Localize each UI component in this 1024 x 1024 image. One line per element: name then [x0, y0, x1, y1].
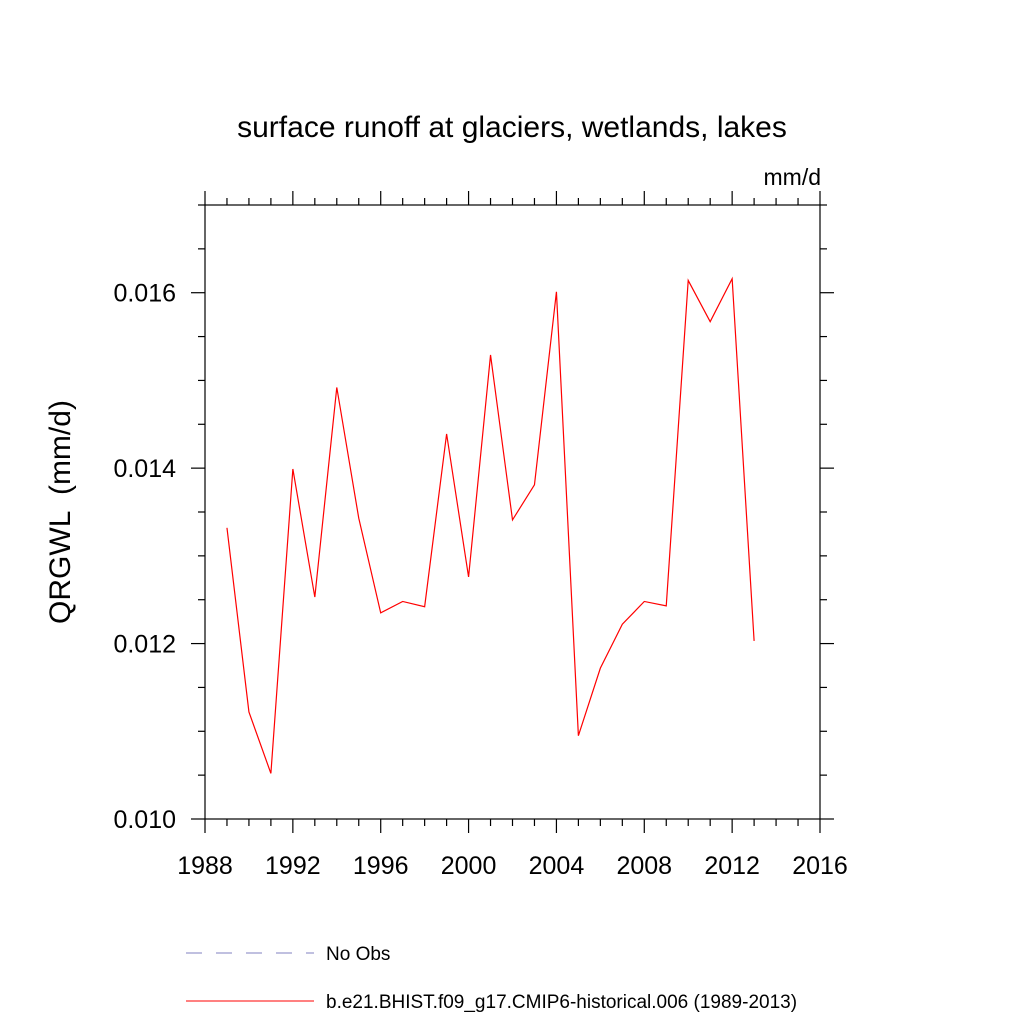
chart-title: surface runoff at glaciers, wetlands, la… [237, 111, 787, 144]
axis-ticks [191, 191, 834, 833]
series-line-0 [226, 276, 755, 774]
series-layer [226, 276, 755, 774]
x-tick-label: 2000 [441, 852, 497, 880]
x-tick-label: 2008 [616, 852, 672, 880]
y-tick-label: 0.012 [113, 631, 176, 659]
legend-label-historical: b.e21.BHIST.f09_g17.CMIP6-historical.006… [326, 992, 797, 1013]
x-tick-label: 1992 [265, 852, 321, 880]
plot-frame [204, 204, 821, 820]
y-axis-label: QRGWL (mm/d) [44, 400, 77, 624]
legend-label-no-obs: No Obs [326, 944, 390, 965]
x-tick-label: 2004 [529, 852, 585, 880]
x-tick-labels: 1988 1992 1996 2000 2004 2008 2012 2016 [177, 852, 848, 880]
x-tick-label: 1988 [177, 852, 233, 880]
units-label: mm/d [764, 164, 822, 190]
x-tick-label: 1996 [353, 852, 409, 880]
y-tick-label: 0.016 [113, 280, 176, 308]
x-tick-label: 2016 [792, 852, 848, 880]
y-tick-label: 0.010 [113, 806, 176, 834]
x-tick-label: 2012 [704, 852, 760, 880]
y-tick-labels: 0.010 0.012 0.014 0.016 [113, 280, 176, 834]
y-tick-label: 0.014 [113, 455, 176, 483]
legend: No Obs b.e21.BHIST.f09_g17.CMIP6-histori… [186, 944, 797, 1013]
